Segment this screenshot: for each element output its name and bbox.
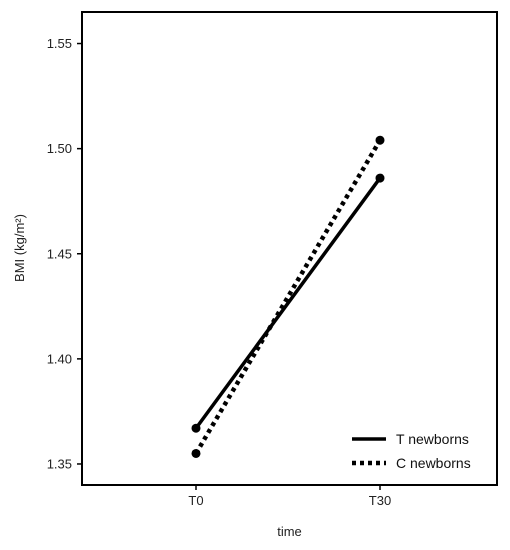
data-point-t-newborns-t30: [375, 173, 385, 183]
y-tick-label: 1.35: [47, 456, 72, 471]
x-axis-label: time: [277, 524, 302, 539]
legend: T newborns C newborns: [352, 431, 471, 471]
series-line-c-newborns: [194, 139, 382, 455]
series-line-t-newborns: [194, 177, 382, 430]
data-point-t-newborns-t0: [191, 423, 201, 433]
legend-label-c-newborns: C newborns: [396, 455, 471, 471]
plot-frame: [81, 11, 498, 486]
x-tick-label: T30: [369, 493, 391, 508]
y-axis-label: BMI (kg/m²): [12, 214, 27, 282]
y-tick-label: 1.40: [47, 351, 72, 366]
series-group: [191, 135, 385, 458]
data-point-c-newborns-t0: [191, 448, 201, 458]
data-point-c-newborns-t30: [375, 135, 385, 145]
legend-label-t-newborns: T newborns: [396, 431, 469, 447]
x-axis-ticks: T0 T30: [188, 485, 391, 508]
y-tick-label: 1.50: [47, 141, 72, 156]
y-tick-label: 1.45: [47, 246, 72, 261]
x-tick-label: T0: [188, 493, 203, 508]
y-tick-label: 1.55: [47, 36, 72, 51]
y-axis-ticks: 1.35 1.40 1.45 1.50 1.55: [47, 36, 82, 471]
